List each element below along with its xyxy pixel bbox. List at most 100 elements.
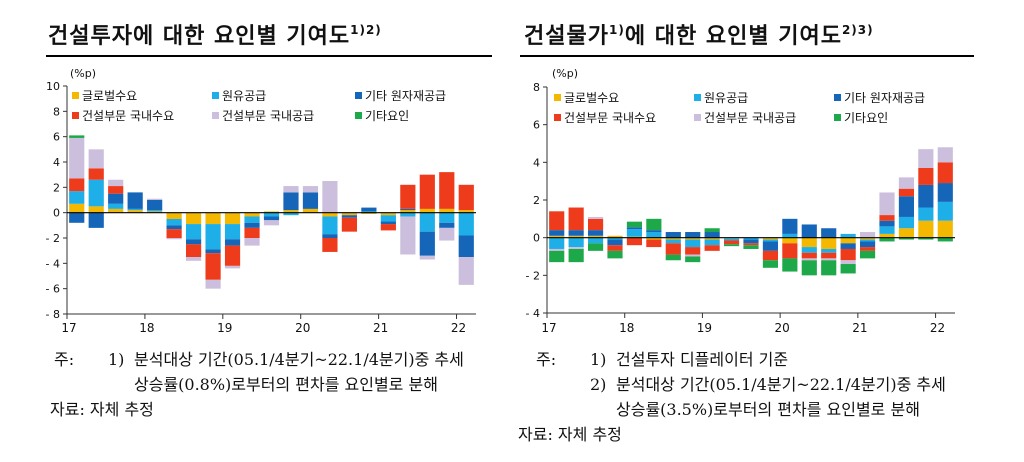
left-chart-xtick-label: 19: [217, 321, 232, 335]
right-chart-bar-segment: [704, 245, 720, 251]
right-chart-bar-segment: [646, 218, 662, 231]
right-chart-bar-segment: [743, 245, 759, 249]
right-chart-bar-segment: [782, 258, 798, 272]
left-source-text: 자료: 자체 추정: [50, 400, 154, 419]
right-note-1-text: 건설투자 디플레이터 기준: [616, 350, 789, 369]
left-chart-bar-segment: [224, 245, 241, 266]
right-title-footnote-2: 2)3): [841, 23, 874, 37]
left-chart-bar-segment: [400, 184, 416, 209]
right-chart-bar-segment: [626, 237, 642, 246]
right-chart-bar-segment: [840, 233, 856, 238]
right-chart-bar-segment: [704, 239, 720, 246]
left-chart-bar-segment: [341, 215, 357, 218]
left-chart-bar-segment: [458, 235, 474, 257]
right-chart-bar-segment: [685, 232, 701, 238]
left-chart-bar-segment: [302, 186, 319, 193]
right-chart-bar-segment: [801, 237, 817, 248]
left-chart-bar-segment: [69, 135, 85, 138]
right-chart-bar-segment: [859, 232, 876, 238]
left-chart-bar-segment: [69, 178, 85, 192]
left-chart-title: 건설투자에 대한 요인별 기여도1)2): [48, 18, 382, 50]
left-chart-bar-segment: [439, 222, 455, 228]
right-chart-bar-segment: [840, 260, 856, 265]
left-chart-bar-segment: [400, 212, 416, 217]
left-chart-bar-segment: [283, 212, 299, 216]
right-chart-ytick-label: 2: [533, 194, 540, 207]
right-chart-bar-segment: [801, 260, 817, 276]
right-chart-bar-segment: [607, 237, 623, 240]
right-chart-bar-segment: [859, 247, 876, 251]
right-chart-legend-swatch: [554, 114, 561, 121]
left-chart-bar-segment: [458, 210, 474, 213]
left-chart-bar-segment: [458, 184, 474, 211]
right-chart-bar-segment: [918, 149, 934, 168]
left-chart-bar-segment: [263, 212, 280, 217]
right-note-2-number: 2): [590, 375, 607, 394]
left-chart-bar-segment: [69, 203, 85, 213]
right-chart-bar-segment: [587, 235, 604, 238]
right-chart-legend-swatch: [694, 94, 701, 101]
left-note-1-text: 분석대상 기간(05.1/4분기~22.1/4분기)중 추세: [134, 350, 464, 369]
right-chart-bar-segment: [607, 245, 623, 251]
left-chart-ytick-label: 4: [53, 156, 60, 169]
right-chart-bar-segment: [723, 240, 740, 245]
right-chart-bar-segment: [587, 237, 604, 244]
left-note-1-cont: 상승률(0.8%)로부터의 편차를 요인별로 분해: [134, 371, 438, 395]
left-chart-bar-segment: [88, 149, 104, 169]
right-chart-ytick-label: - 2: [526, 269, 540, 282]
right-note-2-cont: 상승률(3.5%)로부터의 편차를 요인별로 분해: [616, 396, 920, 420]
left-chart-legend-swatch: [72, 92, 79, 99]
left-chart-ytick-label: 2: [53, 181, 60, 194]
right-chart-bar-segment: [801, 252, 817, 259]
left-chart-xtick-label: 22: [451, 321, 466, 335]
right-chart-bar-segment: [587, 243, 604, 251]
right-chart-bar-segment: [840, 248, 856, 261]
left-chart-legend-label: 원유공급: [222, 89, 266, 103]
right-chart-legend-label: 건설부문 국내수요: [564, 111, 656, 125]
left-chart-bar-segment: [400, 210, 416, 213]
left-chart-bar-segment: [322, 212, 338, 217]
left-chart-bar-segment: [302, 192, 319, 209]
right-chart-bar-segment: [607, 250, 623, 259]
right-chart-bar-segment: [918, 167, 934, 185]
left-chart-bar-segment: [419, 208, 435, 213]
right-chart-bar-segment: [568, 247, 584, 249]
left-chart-ytick-label: - 8: [46, 308, 60, 321]
right-chart-title: 건설물가1)에 대한 요인별 기여도2)3): [524, 18, 874, 50]
right-chart-unit-label: (%p): [552, 67, 578, 80]
right-chart-bar-segment: [587, 230, 604, 236]
right-chart-bar-segment: [549, 250, 565, 263]
right-chart-legend-swatch: [834, 114, 841, 121]
left-note-1-number: 1): [108, 350, 125, 369]
right-source: 자료: 자체 추정: [518, 421, 622, 445]
left-chart-bar-segment: [419, 231, 435, 256]
left-chart-bar-segment: [400, 216, 416, 255]
right-chart-bar-segment: [762, 250, 778, 261]
left-chart-bar-segment: [186, 244, 202, 257]
left-chart-ytick-label: 10: [46, 80, 60, 93]
right-panel: 건설물가1)에 대한 요인별 기여도2)3) (%p) 8 6 4 2 0- 2- 4 17…: [512, 0, 1024, 462]
left-chart-ytick-label: 0: [53, 207, 60, 220]
left-title-text: 건설투자에 대한 요인별 기여도: [48, 24, 351, 49]
left-chart-bar-segment: [186, 212, 202, 225]
right-chart-bar-segment: [704, 232, 720, 238]
left-chart-ytick-label: - 6: [46, 283, 60, 296]
right-chart-bar-segment: [879, 192, 895, 216]
right-chart-bar-segment: [646, 239, 662, 248]
right-chart-bar-segment: [685, 254, 701, 257]
left-chart-unit-label: (%p): [70, 67, 96, 80]
left-chart-bar-segment: [302, 208, 319, 213]
right-chart-bar-segment: [782, 218, 798, 234]
right-chart-bar-segment: [665, 232, 681, 238]
right-chart-bar-segment: [568, 230, 584, 236]
right-chart-bar-segment: [898, 237, 914, 240]
left-chart-bar-segment: [108, 186, 124, 194]
left-chart-bar-segment: [147, 210, 163, 212]
left-chart-ytick-label: - 2: [46, 232, 60, 245]
right-chart-bar-segment: [898, 188, 914, 197]
right-chart-bar-segment: [801, 247, 817, 253]
right-title-text-2: 에 대한 요인별 기여도: [624, 24, 842, 49]
right-chart-bar-segment: [898, 228, 914, 238]
left-title-footnote: 1)2): [350, 23, 382, 37]
